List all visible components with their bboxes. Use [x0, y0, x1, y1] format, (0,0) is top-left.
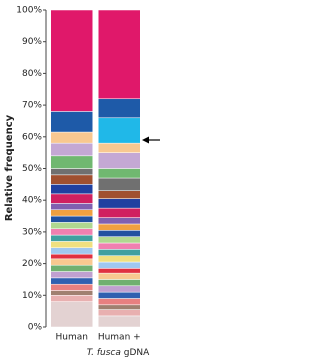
bar-segment: [50, 174, 93, 185]
y-axis-title: Relative frequency: [4, 114, 15, 221]
bar-segment: [98, 242, 141, 250]
x-tick-label: Human +: [98, 333, 141, 343]
bar-segment: [50, 301, 93, 328]
annotation-italic: T. fusca: [87, 348, 121, 358]
x-tick-label: Human: [56, 333, 88, 343]
bar-segment: [50, 290, 93, 296]
bar-segment: [98, 152, 141, 169]
y-tick-label: 70%: [22, 101, 42, 111]
bar-segment: [50, 247, 93, 255]
y-tick-label: 10%: [22, 291, 42, 301]
bar-segment: [98, 315, 141, 328]
bar-segment: [50, 253, 93, 260]
bar-segment: [50, 258, 93, 266]
bar-segment: [50, 271, 93, 279]
bar-segment: [98, 177, 141, 191]
bar-segment: [98, 168, 141, 179]
bar-segment: [98, 217, 141, 225]
bar-segment: [98, 298, 141, 306]
bar-segment: [98, 285, 141, 293]
bar-segment: [50, 168, 93, 176]
bar-segment: [50, 9, 93, 112]
bar-segment: [50, 277, 93, 285]
bar-segment: [50, 295, 93, 302]
bar-segment: [50, 222, 93, 229]
bar-segment: [98, 198, 141, 209]
bar-segment: [98, 98, 141, 119]
bar-segment: [98, 261, 141, 269]
bar-segment: [50, 283, 93, 291]
bar-segment: [50, 228, 93, 236]
y-tick-label: 20%: [22, 259, 42, 269]
bar-segment: [98, 272, 141, 280]
y-tick-label: 80%: [22, 69, 42, 79]
bar-segment: [50, 111, 93, 133]
bar-segment: [98, 207, 141, 218]
bar-segment: [98, 223, 141, 231]
y-tick-label: 100%: [16, 6, 42, 16]
bar-segment: [98, 190, 141, 199]
bar-segment: [50, 215, 93, 223]
bar-segment: [50, 131, 93, 144]
bar-segment: [50, 203, 93, 210]
y-tick-label: 30%: [22, 227, 42, 237]
bar-segment: [50, 193, 93, 204]
bar-segment: [98, 309, 141, 317]
bar-segment: [98, 255, 141, 263]
bar-segment: [98, 279, 141, 287]
bar-segment: [98, 230, 141, 237]
bar-segment: [98, 117, 141, 144]
bar-segment: [50, 234, 93, 242]
y-tick-label: 60%: [22, 132, 42, 142]
bar-segment: [50, 241, 93, 249]
bar-segment: [98, 9, 141, 100]
y-tick-label: 50%: [22, 164, 42, 174]
y-tick-label: 0%: [28, 323, 43, 333]
bar-segment: [50, 155, 93, 169]
arrow: [142, 136, 160, 144]
bar-segment: [50, 142, 93, 157]
y-tick-label: 90%: [22, 37, 42, 47]
bar-segment: [50, 184, 93, 195]
y-tick-label: 40%: [22, 196, 42, 206]
bar-segment: [50, 264, 93, 272]
bar-segment: [98, 268, 141, 274]
bar-segment: [98, 142, 141, 153]
annotation: T. fusca gDNA: [87, 348, 150, 358]
bar-segment: [50, 209, 93, 217]
arrow-head: [142, 136, 149, 144]
bar-segment: [98, 236, 141, 244]
annotation-rest: gDNA: [124, 348, 150, 358]
bar-segment: [98, 304, 141, 310]
chart: Relative frequency T. fusca gDNA 0% 10% 20…: [4, 6, 160, 358]
bar-segment: [98, 291, 141, 299]
bar-segment: [98, 249, 141, 256]
